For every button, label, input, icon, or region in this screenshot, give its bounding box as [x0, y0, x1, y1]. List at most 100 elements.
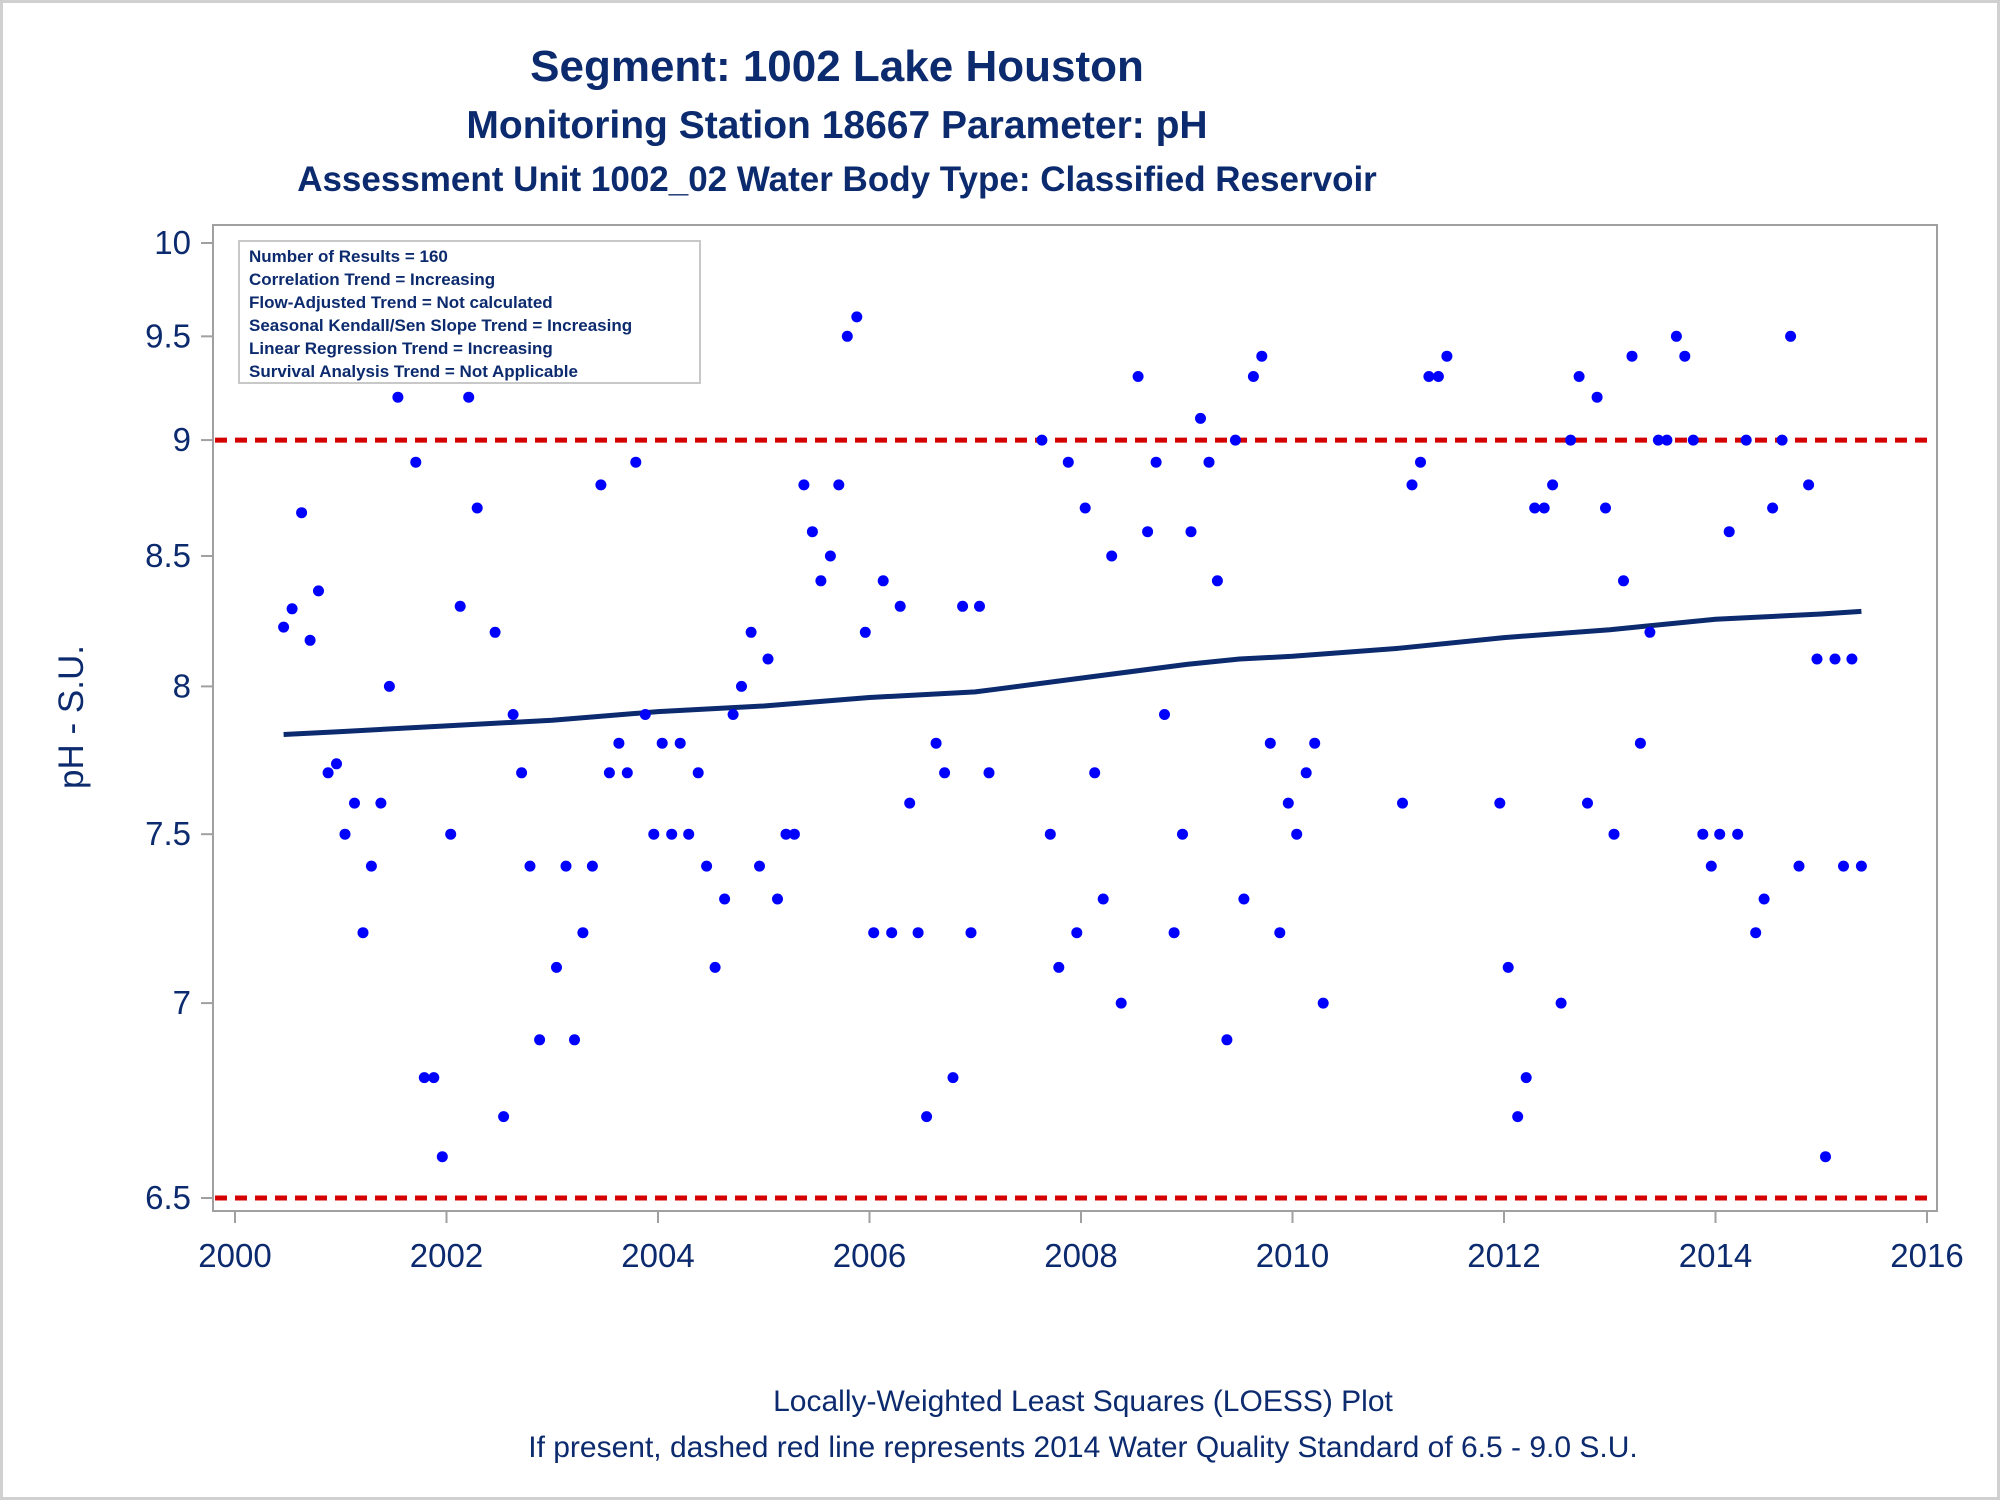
- data-point: [1291, 828, 1303, 840]
- data-point: [445, 828, 457, 840]
- data-point: [1036, 434, 1048, 446]
- data-point: [1820, 1151, 1831, 1163]
- loess-trend: [283, 608, 1862, 737]
- data-point: [1115, 997, 1127, 1009]
- data-point: [1106, 550, 1118, 562]
- y-tick-label-9.5: 9.5: [145, 317, 191, 354]
- x-tick-label-2000: 2000: [198, 1237, 271, 1274]
- data-point: [296, 507, 308, 519]
- x-tick-label-2002: 2002: [410, 1237, 483, 1274]
- data-point: [780, 828, 792, 840]
- info-line-kendall: Seasonal Kendall/Sen Slope Trend = Incre…: [249, 316, 632, 335]
- data-point: [1247, 371, 1259, 382]
- info-line-flow: Flow-Adjusted Trend = Not calculated: [249, 293, 553, 312]
- standard-lines: [215, 437, 1935, 1201]
- data-point: [957, 600, 969, 612]
- x-tick-label-2004: 2004: [621, 1237, 694, 1274]
- data-point: [1758, 893, 1770, 905]
- data-point: [912, 927, 924, 939]
- data-point: [886, 927, 898, 939]
- data-point: [1502, 961, 1514, 973]
- data-point: [877, 575, 889, 587]
- data-point: [524, 860, 536, 872]
- data-point: [1089, 767, 1101, 779]
- data-point: [1529, 502, 1541, 514]
- data-point: [709, 961, 721, 973]
- data-point: [577, 927, 589, 939]
- data-point: [436, 1151, 448, 1163]
- data-point: [586, 860, 598, 872]
- data-point: [365, 860, 377, 872]
- data-point: [1494, 797, 1506, 809]
- data-point: [701, 860, 713, 872]
- data-point: [833, 479, 845, 491]
- data-point: [1512, 1111, 1524, 1123]
- data-point: [339, 828, 351, 840]
- data-point: [930, 737, 942, 749]
- data-point: [1300, 767, 1312, 779]
- data-point: [1423, 371, 1435, 382]
- info-box: Number of Results = 160 Correlation Tren…: [238, 240, 701, 384]
- data-point: [1062, 456, 1074, 468]
- data-point: [560, 860, 572, 872]
- data-point: [383, 680, 395, 692]
- data-point: [595, 479, 607, 491]
- data-point: [1441, 350, 1453, 362]
- data-point: [621, 767, 633, 779]
- data-point: [965, 927, 977, 939]
- data-point: [762, 653, 774, 665]
- y-tick-label-8: 8: [173, 667, 191, 704]
- data-point: [1520, 1072, 1532, 1084]
- data-point: [815, 575, 827, 587]
- data-point: [947, 1072, 959, 1084]
- data-point: [1177, 828, 1188, 840]
- data-point: [656, 737, 668, 749]
- data-point: [1309, 737, 1321, 749]
- loess-line: [283, 608, 1862, 737]
- data-point: [824, 550, 836, 562]
- data-point: [745, 626, 757, 638]
- data-point: [313, 585, 324, 597]
- footnote-loess: Locally-Weighted Least Squares (LOESS) P…: [773, 1385, 1393, 1418]
- data-point: [1555, 997, 1567, 1009]
- data-point: [1573, 371, 1585, 382]
- data-point: [1053, 961, 1065, 973]
- data-point: [418, 1072, 430, 1084]
- data-point: [859, 626, 871, 638]
- data-point: [1838, 860, 1849, 872]
- data-point: [1221, 1034, 1233, 1046]
- data-point: [806, 526, 818, 538]
- data-point: [674, 737, 686, 749]
- data-point: [1750, 927, 1762, 939]
- data-point: [648, 828, 660, 840]
- footnote-standard: If present, dashed red line represents 2…: [528, 1431, 1638, 1464]
- data-point: [1591, 391, 1603, 403]
- data-point: [516, 767, 528, 779]
- data-point: [1732, 828, 1744, 840]
- data-point: [551, 961, 562, 973]
- data-point: [1705, 860, 1717, 872]
- data-point: [410, 456, 422, 468]
- data-point: [1829, 653, 1841, 665]
- data-point: [719, 893, 731, 905]
- data-point: [463, 391, 475, 403]
- data-point: [1582, 797, 1593, 809]
- data-point: [392, 391, 404, 403]
- data-point: [1229, 434, 1241, 446]
- plot-area: [212, 224, 1938, 1212]
- data-point: [489, 626, 501, 638]
- data-point: [798, 479, 810, 491]
- data-point: [1185, 526, 1197, 538]
- data-point: [1626, 350, 1638, 362]
- data-point: [841, 330, 853, 342]
- y-tick-label-10: 10: [154, 224, 191, 261]
- data-point: [304, 634, 316, 646]
- chart-subtitle-2: Assessment Unit 1002_02 Water Body Type:…: [297, 160, 1377, 199]
- data-point: [375, 797, 387, 809]
- data-point: [1785, 330, 1797, 342]
- data-point: [286, 603, 298, 615]
- x-tick-label-2010: 2010: [1256, 1237, 1329, 1274]
- data-point: [1811, 653, 1823, 665]
- data-point: [666, 828, 678, 840]
- data-point: [1211, 575, 1223, 587]
